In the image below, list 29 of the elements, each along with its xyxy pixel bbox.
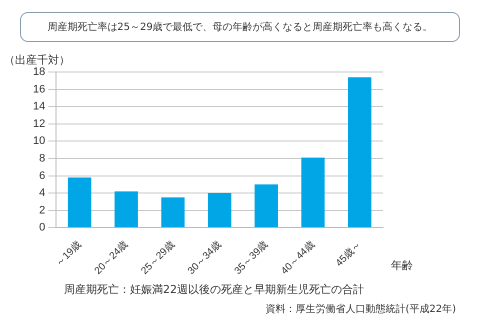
x-tick-label: 20～24歳	[92, 238, 130, 277]
y-tick-label: 0	[39, 222, 46, 234]
x-tick-label: 45歳～	[333, 238, 364, 269]
bar	[161, 197, 185, 228]
y-tick-label: 2	[39, 204, 46, 216]
bar	[301, 158, 325, 228]
x-tick-label: 25～29歳	[138, 238, 178, 277]
bar	[348, 77, 372, 228]
y-tick-label: 12	[32, 118, 46, 130]
x-tick-label: 40～44歳	[278, 238, 318, 277]
bar	[114, 191, 138, 228]
bar	[68, 177, 92, 228]
x-tick-label: 35～39歳	[232, 238, 270, 277]
y-tick-label: 14	[32, 100, 46, 113]
x-tick-label: ～19歳	[53, 238, 84, 269]
y-axis-title: （出産千対）	[4, 53, 70, 66]
bar	[254, 184, 278, 228]
x-axis-title: 年齢	[391, 258, 413, 272]
y-tick-label: 10	[32, 135, 46, 148]
x-tick-label: 30～34歳	[185, 238, 224, 277]
bar	[208, 193, 232, 228]
y-tick-label: 4	[39, 187, 46, 200]
text: 資料：厚生労働省人口動態統計(平成22年)	[265, 302, 456, 316]
y-tick-label: 18	[32, 66, 46, 78]
text: 周産期死亡：妊娠満22週以後の死産と早期新生児死亡の合計	[64, 282, 364, 297]
y-tick-label: 16	[32, 83, 46, 96]
y-tick-label: 8	[39, 152, 46, 164]
chart-title: 周産期死亡率は25～29歳で最低で、母の年齢が高くなると周産期死亡率も高くなる。	[20, 12, 460, 42]
y-tick-label: 6	[39, 170, 46, 182]
